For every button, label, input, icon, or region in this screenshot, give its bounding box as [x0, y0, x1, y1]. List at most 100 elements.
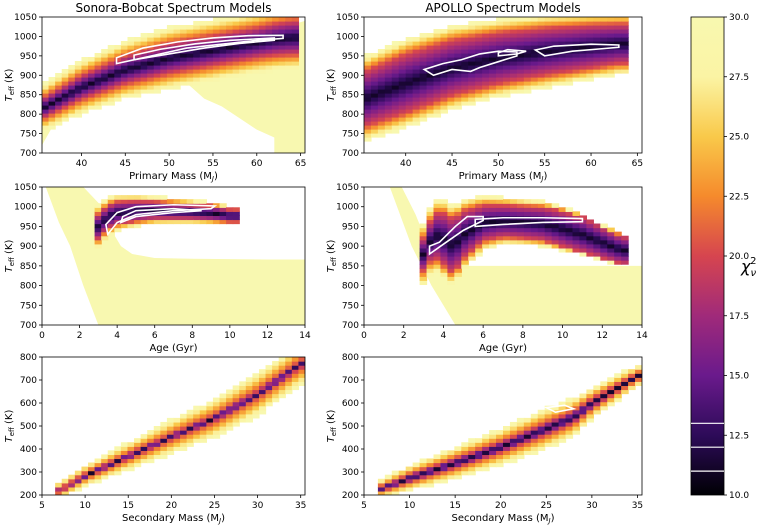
heatmap-cell — [482, 89, 490, 94]
heatmap-cell — [370, 121, 379, 126]
heatmap-cell — [635, 365, 642, 370]
heatmap-cell — [94, 105, 102, 110]
heatmap-cell — [530, 73, 539, 78]
heatmap-cell — [551, 203, 560, 208]
heatmap-cell — [265, 369, 273, 374]
heatmap-cell — [364, 77, 372, 82]
heatmap-cell — [426, 227, 435, 233]
heatmap-cell — [468, 73, 476, 78]
heatmap-cell — [426, 458, 435, 464]
heatmap-cell — [572, 77, 581, 82]
heatmap-cell — [219, 401, 227, 407]
x-tick-label: 60 — [585, 159, 597, 169]
heatmap-cell — [120, 446, 129, 451]
heatmap-cell — [607, 385, 615, 391]
heatmap-cell — [503, 81, 511, 86]
heatmap-cell — [607, 397, 615, 403]
heatmap-cell — [74, 89, 83, 94]
heatmap-cell — [530, 199, 539, 204]
heatmap-cell — [475, 446, 483, 451]
heatmap-cell — [42, 109, 50, 114]
heatmap-cell — [193, 65, 201, 70]
heatmap-cell — [153, 45, 161, 50]
heatmap-cell — [565, 207, 574, 212]
heatmap-cell — [278, 53, 286, 58]
heatmap-cell — [405, 470, 414, 476]
heatmap-cell — [551, 231, 560, 237]
heatmap-cell — [212, 430, 221, 435]
heatmap-cell — [593, 243, 601, 249]
heatmap-cell — [219, 21, 227, 26]
heatmap-cell — [475, 466, 483, 472]
heatmap-cell — [475, 442, 483, 447]
heatmap-cell — [160, 61, 168, 66]
heatmap-cell — [55, 113, 63, 118]
heatmap-cell — [586, 251, 594, 257]
heatmap-cell — [127, 93, 135, 98]
heatmap-cell — [398, 474, 407, 480]
heatmap-cell — [489, 77, 497, 82]
heatmap-cell — [398, 41, 407, 46]
heatmap-cell — [114, 203, 122, 208]
heatmap-cell — [212, 57, 221, 62]
heatmap-cell — [419, 77, 428, 82]
x-tick-label: 10 — [224, 331, 236, 341]
heatmap-cell — [496, 227, 504, 233]
heatmap-cell — [42, 85, 50, 90]
heatmap-cell — [265, 25, 273, 30]
heatmap-cell — [454, 466, 462, 472]
heatmap-cell — [468, 256, 476, 261]
heatmap-cell — [551, 33, 560, 38]
heatmap-cell — [461, 101, 469, 106]
heatmap-cell — [572, 53, 581, 58]
heatmap-cell — [199, 417, 207, 423]
heatmap-cell — [523, 207, 532, 212]
heatmap-cell — [516, 65, 525, 70]
y-tick-label: 1050 — [336, 183, 359, 193]
heatmap-cell — [523, 211, 532, 217]
heatmap-cell — [558, 223, 567, 229]
heatmap-cell — [565, 37, 574, 42]
x-tick-label: 6 — [480, 331, 486, 341]
heatmap-cell — [127, 89, 135, 94]
heatmap-cell — [147, 458, 155, 464]
heatmap-cell — [454, 272, 462, 277]
heatmap-cell — [551, 77, 560, 82]
heatmap-cell — [364, 125, 372, 130]
heatmap-cell — [278, 369, 286, 374]
heatmap-cell — [405, 85, 414, 90]
heatmap-cell — [107, 53, 115, 58]
heatmap-cell — [426, 85, 435, 90]
heatmap-cell — [551, 227, 560, 233]
heatmap-cell — [166, 29, 175, 34]
heatmap-cell — [55, 482, 63, 488]
y-tick-label: 1000 — [336, 203, 359, 213]
heatmap-cell — [440, 85, 448, 90]
heatmap-cell — [419, 65, 428, 70]
heatmap-cell — [107, 45, 115, 50]
heatmap-cell — [579, 223, 587, 229]
heatmap-cell — [558, 235, 567, 241]
heatmap-cell — [509, 211, 518, 217]
heatmap-cell — [461, 462, 469, 468]
heatmap-cell — [440, 264, 448, 269]
heatmap-cell — [447, 77, 455, 82]
heatmap-cell — [114, 466, 122, 472]
heatmap-cell — [278, 393, 286, 399]
heatmap-cell — [94, 85, 102, 90]
heatmap-cell — [509, 21, 518, 26]
heatmap-cell — [461, 73, 469, 78]
heatmap-cell — [544, 442, 553, 447]
heatmap-cell — [384, 474, 393, 480]
heatmap-cell — [516, 438, 525, 443]
heatmap-cell — [509, 203, 518, 208]
heatmap-cell — [530, 65, 539, 70]
y-tick-label: 700 — [20, 321, 37, 331]
heatmap-cell — [523, 438, 532, 443]
heatmap-cell — [147, 73, 155, 78]
heatmap-cell — [68, 81, 76, 86]
heatmap-cell — [454, 450, 462, 456]
heatmap-cell — [607, 389, 615, 395]
heatmap-cell — [496, 17, 504, 22]
heatmap-cell — [461, 454, 469, 460]
